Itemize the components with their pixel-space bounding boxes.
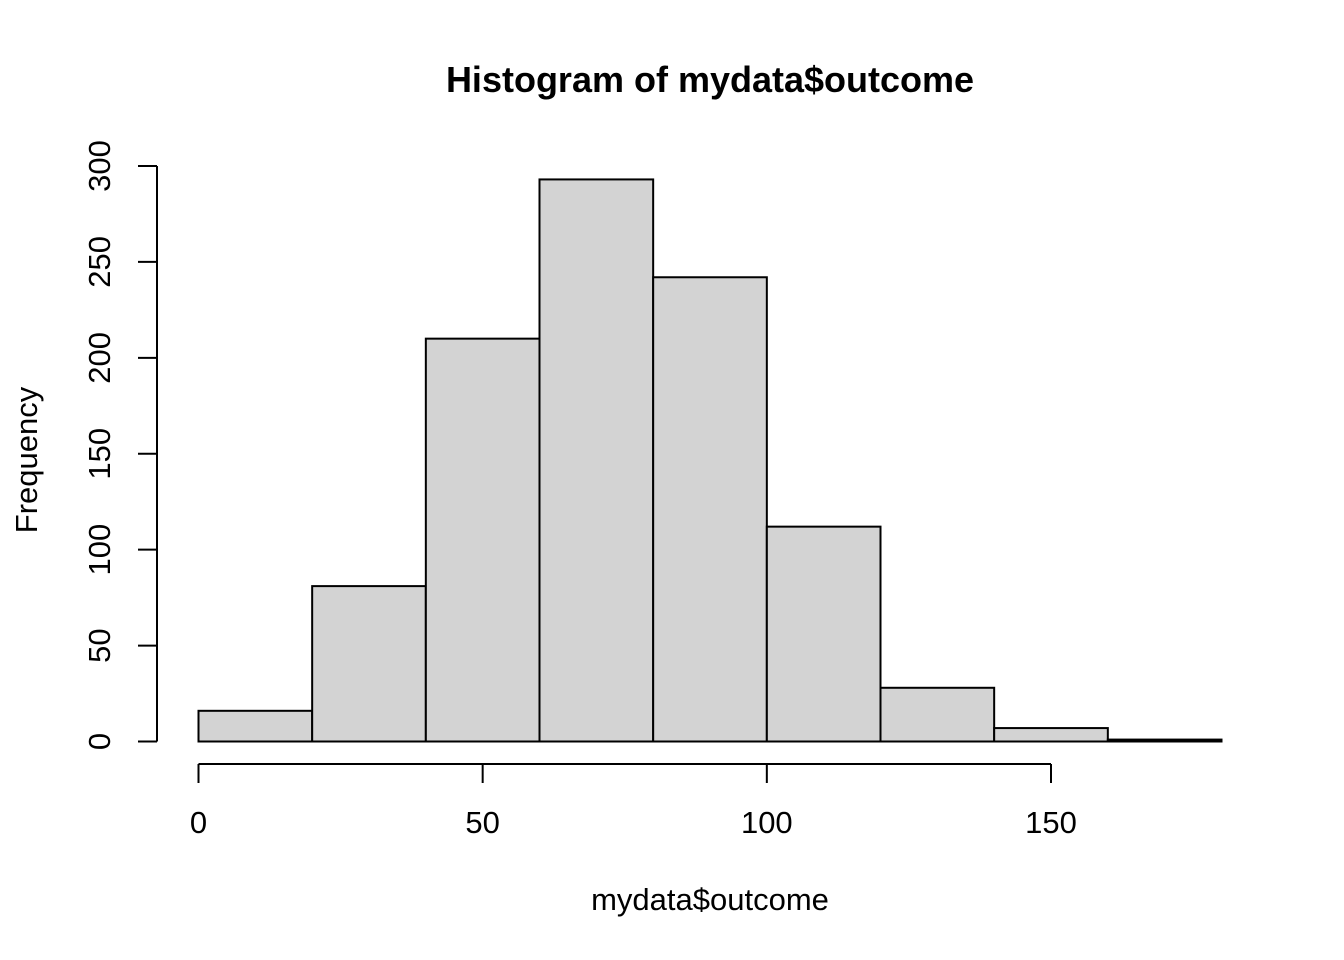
histogram-bar bbox=[1106, 738, 1223, 743]
y-tick-label: 100 bbox=[82, 524, 117, 576]
histogram-bar bbox=[652, 276, 768, 743]
histogram-bar bbox=[993, 727, 1109, 743]
histogram-bar bbox=[538, 178, 655, 743]
histogram-bars bbox=[197, 178, 1223, 743]
y-tick-label: 50 bbox=[82, 628, 117, 662]
chart-title: Histogram of mydata$outcome bbox=[446, 59, 974, 100]
y-axis-title: Frequency bbox=[9, 386, 44, 533]
y-tick-label: 250 bbox=[82, 236, 117, 288]
y-tick-label: 150 bbox=[82, 428, 117, 480]
histogram-bar bbox=[197, 709, 314, 743]
histogram-bar bbox=[311, 585, 427, 743]
x-tick-label: 0 bbox=[190, 805, 207, 840]
x-tick-label: 100 bbox=[741, 805, 793, 840]
x-axis: 0 50 100 150 bbox=[190, 763, 1077, 840]
y-tick-label: 300 bbox=[82, 140, 117, 192]
y-axis: 0 50 100 150 200 250 300 bbox=[82, 140, 158, 750]
x-tick-label: 150 bbox=[1025, 805, 1077, 840]
y-tick-label: 200 bbox=[82, 332, 117, 384]
histogram-bar bbox=[879, 686, 996, 743]
histogram-bar bbox=[424, 337, 541, 743]
x-axis-title: mydata$outcome bbox=[591, 882, 829, 917]
x-tick-label: 50 bbox=[465, 805, 499, 840]
histogram-bar bbox=[765, 525, 882, 743]
y-tick-label: 0 bbox=[82, 733, 117, 750]
